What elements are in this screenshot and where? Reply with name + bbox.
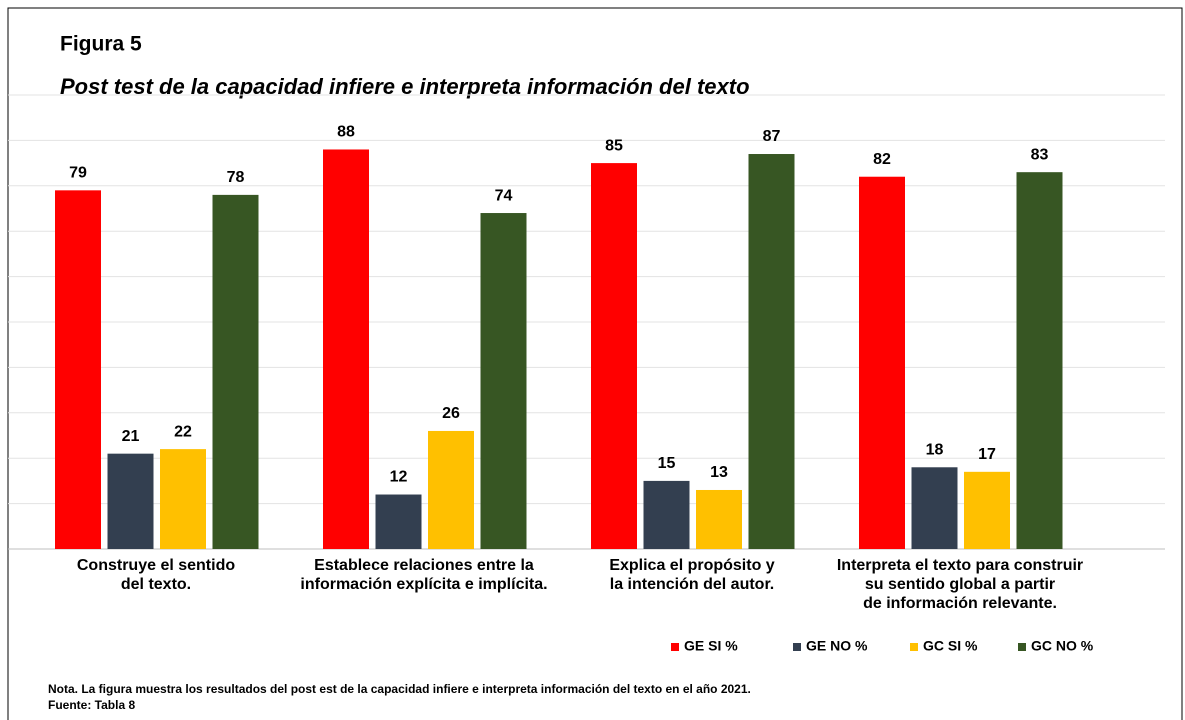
bar (323, 149, 369, 550)
frame (7, 7, 1183, 720)
x-tick-label: Explica el propósito y la intención del … (609, 557, 775, 593)
legend-swatch (1018, 643, 1026, 651)
data-label: 85 (605, 137, 623, 154)
bar (643, 480, 690, 549)
data-label: 12 (390, 469, 408, 486)
data-label: 26 (442, 405, 460, 422)
legend-swatch (793, 643, 801, 651)
data-label: 88 (337, 124, 355, 141)
data-label: 79 (69, 165, 87, 182)
bar (748, 154, 795, 549)
chart-title: Figura 5 (60, 33, 142, 56)
bar (964, 471, 1010, 549)
bar (375, 494, 422, 549)
bar (859, 176, 905, 549)
legend-label: GE NO % (806, 638, 868, 654)
bar (911, 467, 958, 549)
data-label: 17 (978, 446, 996, 463)
data-label: 87 (763, 128, 781, 145)
data-label: 78 (227, 169, 245, 186)
bar (55, 190, 101, 549)
x-tick-label: Establece relaciones entre la informació… (300, 557, 548, 593)
data-label: 74 (495, 187, 513, 204)
bar (212, 194, 259, 549)
bar (428, 430, 474, 549)
data-label: 83 (1031, 146, 1049, 163)
data-label: 15 (658, 455, 676, 472)
bar (480, 213, 527, 550)
bar (591, 163, 637, 549)
x-tick-label: Construye el sentido del texto. (76, 557, 236, 593)
legend-label: GE SI % (684, 638, 738, 654)
source: Fuente: Tabla 8 (48, 698, 135, 712)
note: Nota. La figura muestra los resultados d… (48, 682, 751, 696)
bar (696, 489, 742, 549)
bar (1016, 172, 1063, 549)
legend-swatch (910, 643, 918, 651)
legend-label: GC NO % (1031, 638, 1094, 654)
x-tick-label: Interpreta el texto para construir su se… (836, 557, 1084, 612)
bar (160, 449, 206, 549)
data-label: 18 (926, 441, 944, 458)
legend-label: GC SI % (923, 638, 978, 654)
data-label: 21 (122, 428, 140, 445)
legend-swatch (671, 643, 679, 651)
data-label: 13 (710, 464, 728, 481)
bar (107, 453, 154, 549)
data-label: 22 (174, 423, 192, 440)
data-label: 82 (873, 151, 891, 168)
